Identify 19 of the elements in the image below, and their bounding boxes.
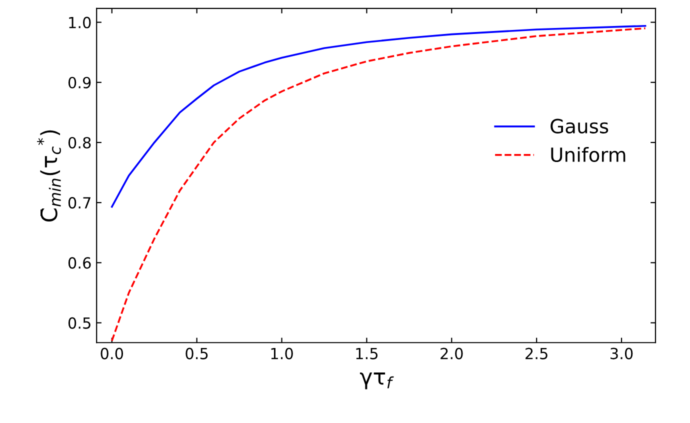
y-tick-label: 0.9 [68,76,91,88]
x-tick-label: 2.0 [440,348,463,360]
legend-label: Uniform [551,146,626,162]
y-tick-label: 0.5 [68,317,90,329]
x-tick-label: 0.5 [186,348,208,360]
x-tick-label: 1.5 [356,348,378,360]
y-tick-label: 0.6 [68,257,91,269]
y-axis-title: C̄$_{min}$(τ$_{c}$$^{*}$) [37,130,61,222]
y-tick-label: 0.7 [68,197,90,209]
x-tick-label: 3.0 [610,348,633,360]
x-axis-title: γτ$_{f}$ [360,372,394,390]
y-tick-label: 1.0 [69,16,91,28]
legend-label: Gauss [550,118,608,134]
line-series [110,27,646,342]
line-series [110,24,646,208]
x-tick-label: 2.5 [526,348,548,360]
x-tick-label: 1.0 [271,348,293,360]
y-tick-label: 0.8 [68,136,91,149]
x-tick-label: 0.0 [100,348,124,360]
